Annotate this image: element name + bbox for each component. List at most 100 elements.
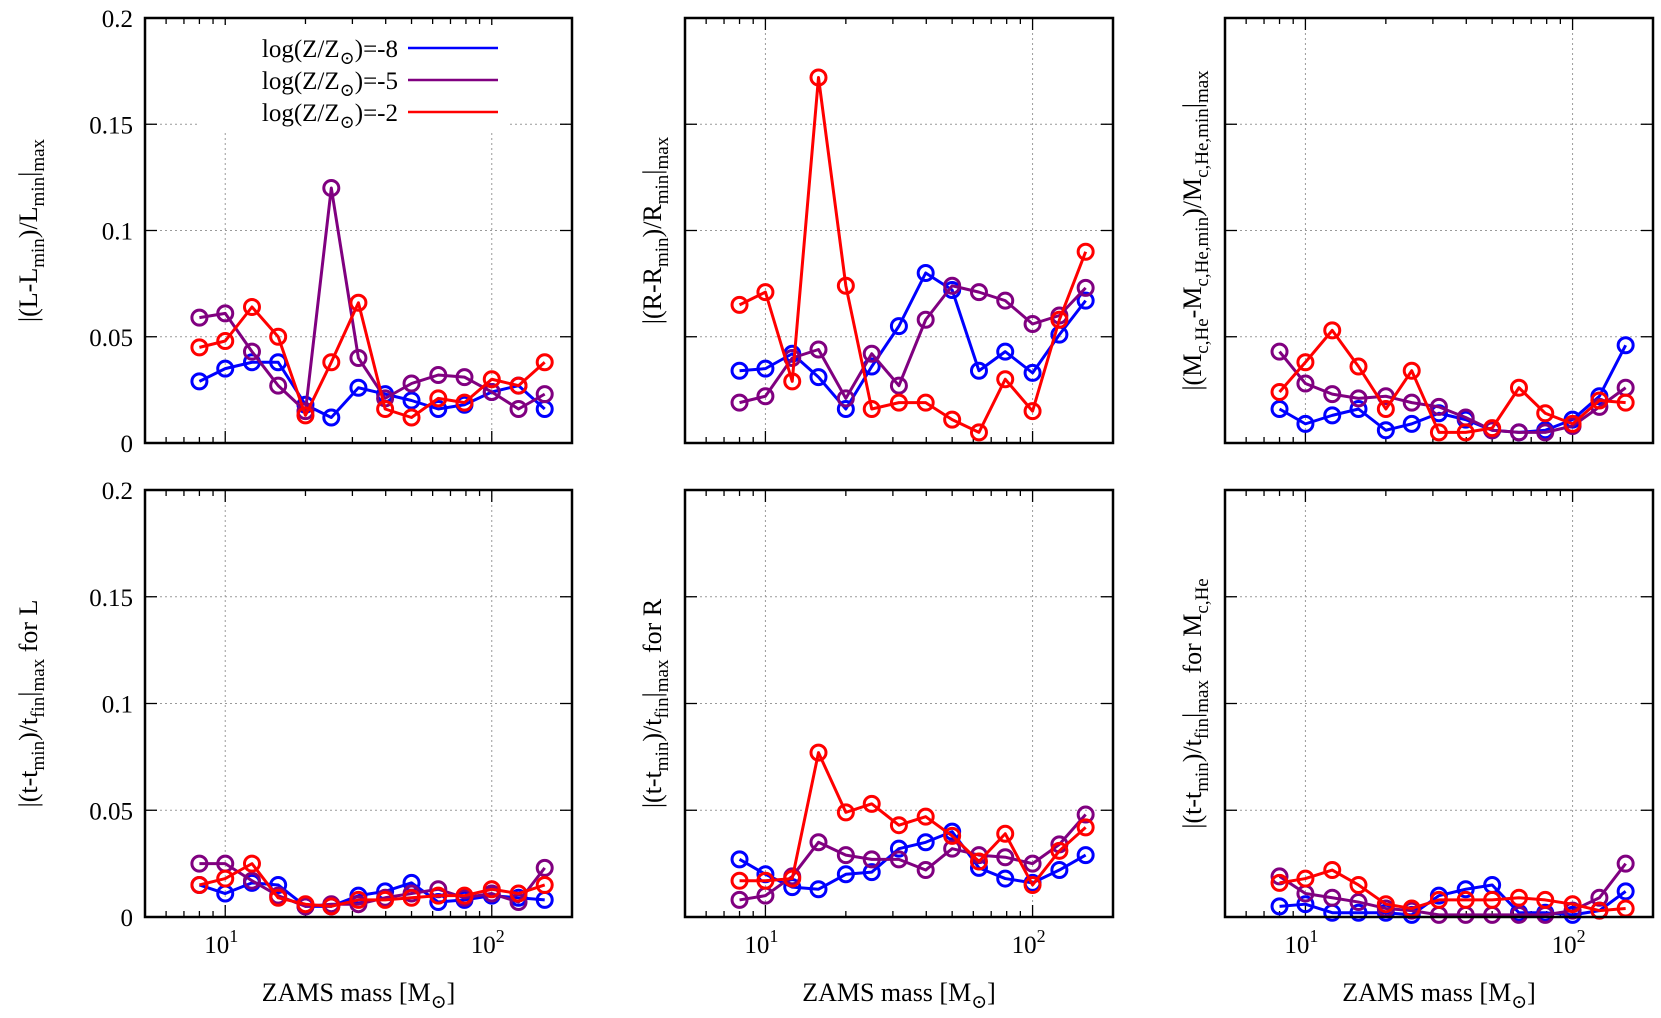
- data-point: [455, 393, 474, 412]
- data-point: [1323, 406, 1342, 425]
- data-point: [455, 886, 474, 905]
- data-point: [862, 794, 881, 813]
- data-point: [1076, 291, 1095, 310]
- data-point: [809, 340, 828, 359]
- data-point: [242, 298, 261, 316]
- data-point: [1270, 867, 1289, 886]
- plot-frame: [683, 488, 1115, 919]
- data-point: [730, 890, 749, 909]
- data-point: [242, 342, 261, 361]
- data-point: [1483, 419, 1502, 438]
- data-point: [429, 400, 448, 418]
- data-point: [1376, 400, 1395, 418]
- data-point: [190, 875, 209, 894]
- data-point: [1349, 400, 1368, 418]
- data-point: [1023, 315, 1042, 333]
- data-point: [1376, 421, 1395, 440]
- data-point: [889, 376, 908, 395]
- data-point: [996, 342, 1015, 361]
- data-point: [889, 850, 908, 869]
- data-point: [730, 393, 749, 412]
- data-point: [1076, 846, 1095, 865]
- y-tick-label: 0.15: [89, 112, 133, 139]
- grid: [1225, 490, 1653, 917]
- y-tick-label: 0.1: [102, 692, 133, 719]
- data-point: [535, 858, 554, 877]
- data-point: [296, 895, 315, 914]
- data-point: [1323, 385, 1342, 404]
- x-tick-label: 101: [1284, 926, 1318, 959]
- series-line: [1279, 868, 1626, 913]
- series-3: [1270, 321, 1635, 442]
- panel-bottom-right: 101 102 ZAMS mass [M⊙] |(t-tmin)/tfin|max f…: [1178, 488, 1655, 1013]
- data-point: [836, 846, 855, 865]
- data-point: [916, 393, 935, 412]
- data-point: [402, 888, 421, 907]
- legend-label: log(Z/Z⊙)=-2: [262, 100, 398, 132]
- series-3: [730, 743, 1095, 894]
- data-point: [482, 880, 501, 899]
- data-point: [1050, 310, 1069, 329]
- ticks: [1224, 489, 1654, 918]
- data-point: [889, 317, 908, 336]
- data-point: [1402, 414, 1421, 433]
- data-point: [916, 310, 935, 329]
- data-point: [862, 400, 881, 418]
- data-point: [1509, 888, 1528, 907]
- y-tick-label: 0.1: [102, 219, 133, 246]
- data-point: [269, 875, 288, 894]
- data-point: [1509, 423, 1528, 442]
- data-point: [756, 871, 775, 890]
- x-axis-label: ZAMS mass [M⊙]: [262, 978, 456, 1013]
- panel-top-middle: |(R-Rmin)/Rmin|max: [638, 16, 1115, 445]
- legend-label: log(Z/Z⊙)=-5: [262, 68, 398, 100]
- data-point: [402, 408, 421, 427]
- data-point: [349, 890, 368, 909]
- data-point: [1323, 888, 1342, 907]
- x-tick-label: 102: [1552, 926, 1586, 959]
- grid: [685, 490, 1113, 917]
- data-point: [996, 370, 1015, 389]
- series-3: [190, 293, 554, 427]
- series-2: [1270, 342, 1635, 442]
- data-point: [429, 886, 448, 905]
- series-line: [739, 284, 1087, 405]
- data-point: [509, 376, 528, 395]
- panel-bottom-middle: 101 102 ZAMS mass [M⊙] |(t-tmin)/tfin|max f…: [638, 488, 1115, 1013]
- data-point: [322, 408, 341, 427]
- data-point: [862, 863, 881, 882]
- data-point: [1563, 414, 1582, 433]
- data-point: [1402, 393, 1421, 412]
- data-point: [376, 400, 395, 418]
- data-point: [730, 361, 749, 380]
- data-point: [322, 353, 341, 372]
- y-tick-label: 0.05: [89, 798, 133, 825]
- data-point: [1536, 890, 1555, 909]
- data-point: [1076, 242, 1095, 261]
- data-point: [1429, 890, 1448, 909]
- data-point: [1590, 391, 1609, 410]
- data-point: [269, 888, 288, 907]
- data-point: [216, 332, 235, 350]
- series-2: [190, 179, 554, 421]
- data-point: [1456, 890, 1475, 909]
- series-line: [1278, 350, 1627, 434]
- data-point: [349, 293, 368, 312]
- data-point: [429, 366, 448, 384]
- data-point: [190, 308, 209, 327]
- data-point: [1429, 397, 1448, 416]
- x-tick-label: 101: [204, 926, 238, 959]
- y-tick-label: 0.05: [89, 325, 133, 352]
- grid: [685, 18, 1113, 443]
- data-point: [862, 344, 881, 363]
- data-point: [836, 865, 855, 884]
- plot-frame: [683, 16, 1115, 445]
- y-tick-label: 0.2: [102, 478, 133, 505]
- panel-bottom-left: 0 0.05 0.1 0.15 0.2 101 102 ZAMS mass [M⊙] |(t-t…: [14, 478, 574, 1013]
- data-point: [1296, 869, 1315, 888]
- data-point: [402, 391, 421, 410]
- data-point: [730, 295, 749, 314]
- ticks: [144, 489, 573, 918]
- data-point: [756, 283, 775, 302]
